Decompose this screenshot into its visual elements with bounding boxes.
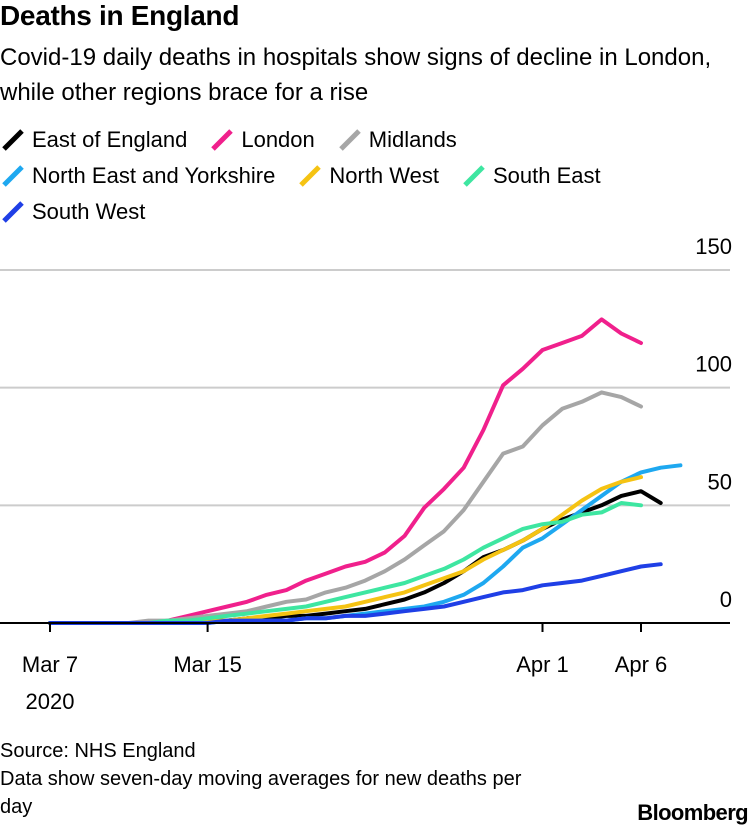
methodology-note: Data show seven-day moving averages for … xyxy=(0,768,522,818)
legend-swatch-midlands xyxy=(338,129,361,151)
y-tick-label: 0 xyxy=(720,587,732,612)
legend-label-north-east-and-yorkshire: North East and Yorkshire xyxy=(32,163,276,188)
legend-row: North East and Yorkshire North West Sout… xyxy=(0,158,745,194)
legend-item-south-east: South East xyxy=(461,163,601,189)
legend-label-east-of-england: East of England xyxy=(32,127,188,152)
series-line-north-west xyxy=(48,475,643,625)
legend-item-east-of-england: East of England xyxy=(0,127,187,153)
series-lines xyxy=(48,317,683,625)
legend-item-north-east-and-yorkshire: North East and Yorkshire xyxy=(0,163,275,189)
legend-swatch-south-west xyxy=(2,201,24,223)
x-year-label: 2020 xyxy=(26,689,75,714)
y-axis-tick-labels: 0 50 100 150 xyxy=(695,234,732,612)
y-tick-label: 150 xyxy=(695,234,732,259)
legend: East of England London Midlands North Ea… xyxy=(0,122,745,230)
legend-swatch-east-of-england xyxy=(2,129,24,151)
legend-row: East of England London Midlands xyxy=(0,122,745,158)
legend-item-midlands: Midlands xyxy=(337,127,457,153)
x-tick-label: Mar 7 xyxy=(22,652,78,677)
y-tick-label: 50 xyxy=(708,469,732,494)
legend-item-south-west: South West xyxy=(0,199,145,225)
grid-lines xyxy=(0,269,730,507)
chart-subtitle: Covid-19 daily deaths in hospitals show … xyxy=(0,44,712,106)
bloomberg-logo: Bloomberg xyxy=(637,800,748,825)
legend-label-north-west: North West xyxy=(329,163,439,188)
x-tick-label: Apr 6 xyxy=(615,652,668,677)
line-chart: 0 50 100 150 Mar 7 Mar 15 Apr 1 Apr 6 2020 xyxy=(0,234,732,714)
x-tick-label: Apr 1 xyxy=(516,652,569,677)
legend-swatch-south-east xyxy=(463,165,485,187)
source-note: Source: NHS England xyxy=(0,740,196,762)
legend-swatch-london xyxy=(211,129,234,151)
legend-label-midlands: Midlands xyxy=(368,127,457,152)
series-line-midlands xyxy=(48,390,643,625)
legend-item-london: London xyxy=(209,127,315,153)
legend-swatch-north-east-and-yorkshire xyxy=(2,165,24,187)
chart-title: Deaths in England xyxy=(0,0,240,31)
legend-item-north-west: North West xyxy=(297,163,439,189)
x-axis: Mar 7 Mar 15 Apr 1 Apr 6 2020 xyxy=(0,622,730,714)
legend-swatch-north-west xyxy=(299,165,322,187)
legend-row: South West xyxy=(0,194,745,230)
y-tick-label: 100 xyxy=(695,352,732,377)
legend-label-london: London xyxy=(241,127,315,152)
legend-label-south-west: South West xyxy=(32,199,146,224)
series-line-london xyxy=(48,317,643,625)
series-line-north-east-and-yorkshire xyxy=(48,463,683,625)
legend-label-south-east: South East xyxy=(493,163,601,188)
x-tick-label: Mar 15 xyxy=(173,652,241,677)
